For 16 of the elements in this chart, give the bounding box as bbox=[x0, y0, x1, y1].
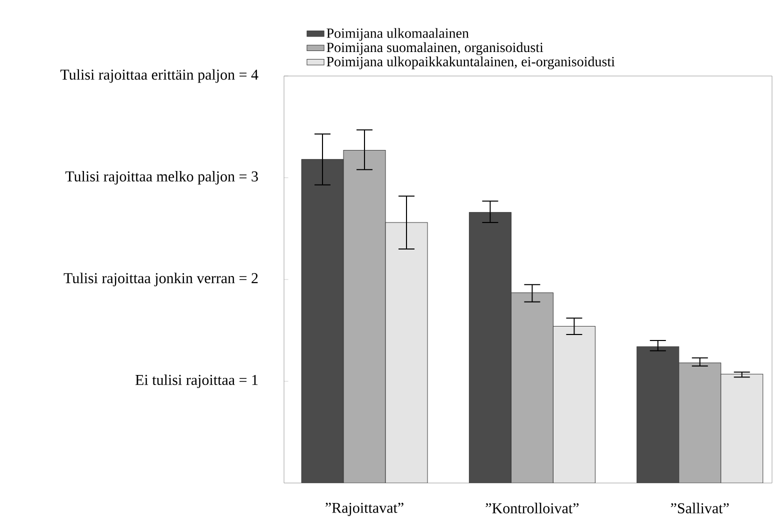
x-tick-label: ”Rajoittavat” bbox=[326, 502, 404, 516]
bar bbox=[720, 374, 764, 483]
x-tick-label: ”Kontrolloivat” bbox=[486, 502, 579, 514]
legend-label: Poimijana ulkopaikkakuntalainen, ei-organisoidusti bbox=[326, 56, 615, 70]
bar bbox=[343, 150, 386, 483]
y-tick-label: Tulisi rajoittaa melko paljon = 3 bbox=[65, 170, 258, 185]
bar bbox=[385, 222, 428, 483]
bar bbox=[552, 326, 596, 483]
y-tick-label: Ei tulisi rajoittaa = 1 bbox=[135, 374, 258, 388]
x-tick-label: ”Sallivat” bbox=[670, 502, 729, 514]
legend-label: Poimijana suomalainen, organisoidusti bbox=[326, 42, 544, 56]
legend-label: Poimijana ulkomaalainen bbox=[326, 28, 469, 41]
y-tick-label: Tulisi rajoittaa jonkin verran = 2 bbox=[64, 272, 258, 286]
y-tick-label: Tulisi rajoittaa erittäin paljon = 4 bbox=[60, 69, 258, 83]
bar bbox=[678, 362, 722, 483]
bar bbox=[510, 292, 554, 483]
